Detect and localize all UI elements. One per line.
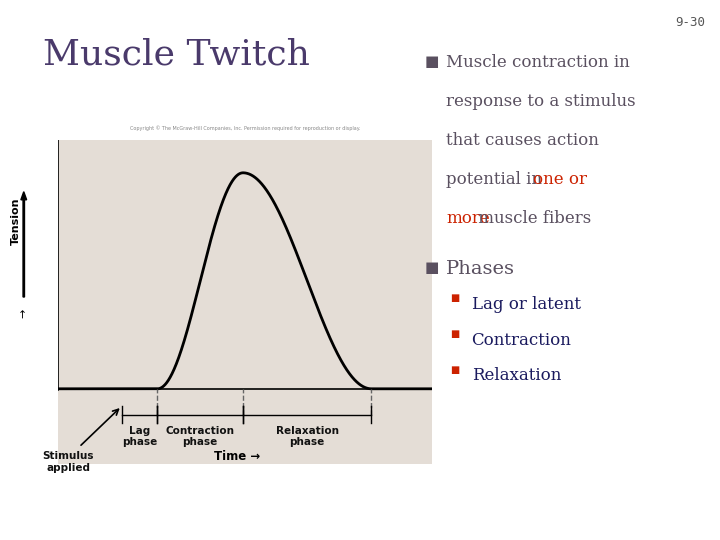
Text: Lag or latent: Lag or latent bbox=[472, 296, 580, 313]
Text: Contraction: Contraction bbox=[472, 332, 572, 349]
Text: one or: one or bbox=[534, 171, 588, 187]
Text: ■: ■ bbox=[450, 293, 459, 303]
Text: Copyright © The McGraw-Hill Companies, Inc. Permission required for reproduction: Copyright © The McGraw-Hill Companies, I… bbox=[130, 125, 360, 131]
Text: Relaxation: Relaxation bbox=[472, 367, 561, 384]
Text: Tension: Tension bbox=[11, 198, 21, 245]
Text: 9-30: 9-30 bbox=[675, 16, 706, 29]
Text: Muscle contraction in: Muscle contraction in bbox=[446, 54, 630, 71]
Text: Contraction
phase: Contraction phase bbox=[166, 426, 235, 447]
Text: →: → bbox=[19, 308, 29, 318]
Text: ■: ■ bbox=[425, 260, 439, 275]
Text: Muscle Twitch: Muscle Twitch bbox=[43, 38, 310, 72]
Text: ■: ■ bbox=[450, 329, 459, 339]
Text: more: more bbox=[446, 210, 490, 226]
Text: Time →: Time → bbox=[214, 450, 261, 463]
Text: response to a stimulus: response to a stimulus bbox=[446, 93, 636, 110]
Text: Lag
phase: Lag phase bbox=[122, 426, 157, 447]
Text: Relaxation
phase: Relaxation phase bbox=[276, 426, 338, 447]
Text: Stimulus
applied: Stimulus applied bbox=[42, 451, 94, 473]
Text: muscle fibers: muscle fibers bbox=[473, 210, 591, 226]
Text: potential in: potential in bbox=[446, 171, 548, 187]
Text: ■: ■ bbox=[450, 364, 459, 375]
Text: that causes action: that causes action bbox=[446, 132, 599, 148]
Text: Phases: Phases bbox=[446, 260, 516, 278]
Text: ■: ■ bbox=[425, 54, 439, 69]
